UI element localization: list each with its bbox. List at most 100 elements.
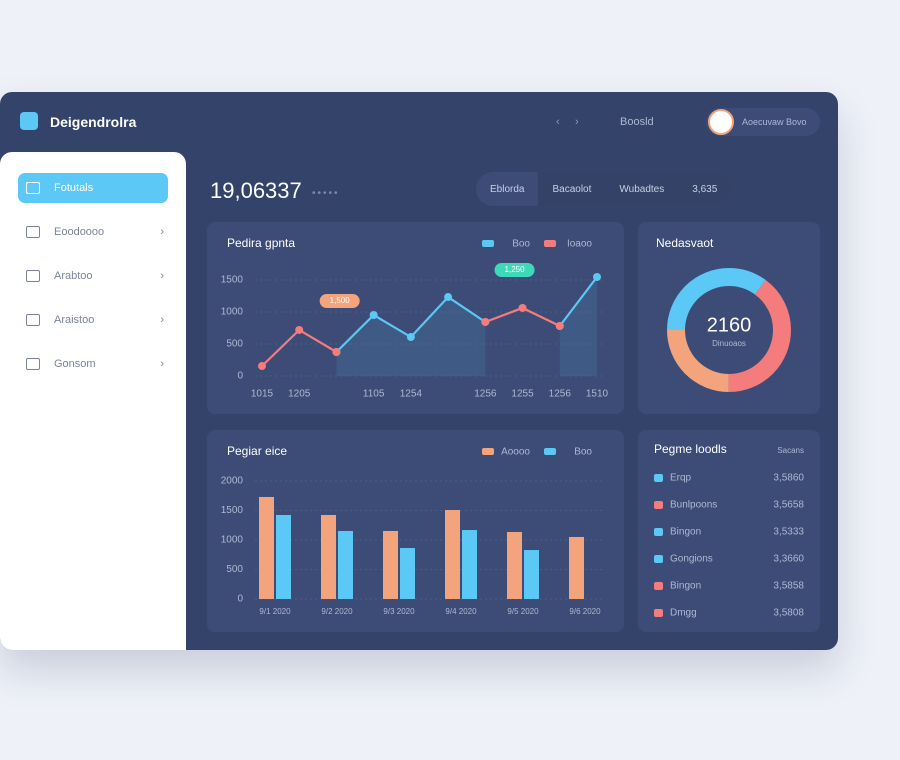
row-name: Dmgg <box>670 608 697 619</box>
bar <box>462 530 477 599</box>
y-tick-label: 1500 <box>221 275 244 286</box>
legend-swatch <box>482 448 494 455</box>
legend-swatch <box>482 240 494 247</box>
sidebar-label: Fotutals <box>54 182 94 194</box>
swatch <box>654 474 663 482</box>
sidebar-label: Eoodoooo <box>54 226 105 238</box>
y-tick-label: 0 <box>237 371 243 382</box>
dots: ••••• <box>312 188 340 199</box>
bar-card: Pegiar eice 0 500 1000 1500 2000 Boo Aoooo 9/1 2… <box>207 430 624 632</box>
bar <box>445 510 460 599</box>
row-value: 3,5333 <box>773 527 804 538</box>
x-tick-label: 9/2 2020 <box>321 607 353 616</box>
swatch <box>654 555 663 563</box>
swatch <box>654 528 663 536</box>
summary-value: 19,06337 <box>210 178 302 203</box>
bar <box>569 536 584 599</box>
x-tick-label: 9/4 2020 <box>445 607 477 616</box>
row-name: Bingon <box>670 527 701 538</box>
chevron: › <box>160 358 164 370</box>
bar <box>507 531 522 599</box>
chart-title: Pegiar eice <box>227 444 287 458</box>
point <box>481 317 490 326</box>
sidebar-icon <box>26 182 40 194</box>
donut-segment <box>667 268 791 392</box>
bar <box>524 550 539 599</box>
point <box>258 362 266 371</box>
donut-card: Nedasvaot 2160 Dinuoaos <box>638 222 820 414</box>
annotation-pill <box>319 294 360 308</box>
point <box>406 333 415 342</box>
list-card: Pegme loodls Sacans Erqp 3,5860 Bunlpoons 3,5… <box>638 430 820 632</box>
area <box>336 276 597 376</box>
y-tick-label: 0 <box>237 594 243 605</box>
y-tick-label: 500 <box>226 339 243 350</box>
sidebar-icon <box>26 226 40 238</box>
tab-group: Eblorda Bacaolot Wubadtes 3,635 <box>476 172 732 206</box>
x-tick-label: 1015 <box>251 389 274 400</box>
bar <box>259 496 274 599</box>
nav-link[interactable]: Boosld <box>620 116 654 128</box>
sidebar-item[interactable]: Fotutals <box>18 173 168 203</box>
y-tick-label: 1000 <box>221 535 244 546</box>
tab[interactable]: Bacaolot <box>538 172 606 206</box>
nav-arrows[interactable]: ‹ › <box>556 116 579 128</box>
point <box>444 293 453 302</box>
annotation-pill <box>494 263 535 277</box>
list-link[interactable]: Sacans <box>777 446 804 455</box>
chevron: › <box>160 226 164 238</box>
sidebar-item[interactable]: Araistoo › <box>18 305 168 335</box>
legend-label: Boo <box>574 447 592 458</box>
y-tick-label: 1500 <box>221 505 244 516</box>
row-name: Erqp <box>670 473 692 484</box>
x-tick-label: 1510 <box>586 389 609 400</box>
tab[interactable]: Eblorda <box>490 183 525 195</box>
x-tick-label: 9/5 2020 <box>507 607 539 616</box>
row-value: 3,5858 <box>773 581 804 592</box>
legend-label: Boo <box>512 239 530 250</box>
donut-value: 2160 <box>707 314 752 336</box>
row-name: Bunlpoons <box>670 500 717 511</box>
bar <box>321 514 336 599</box>
swatch <box>654 582 663 590</box>
sidebar-icon <box>26 270 40 282</box>
row-name: Gongions <box>670 554 713 565</box>
sidebar-label: Gonsom <box>54 358 96 370</box>
chart-title: Nedasvaot <box>656 236 714 250</box>
sidebar-label: Arabtoo <box>54 270 93 282</box>
swatch <box>654 609 663 617</box>
chevron: › <box>160 314 164 326</box>
x-tick-label: 9/3 2020 <box>383 607 415 616</box>
row-name: Bingon <box>670 581 701 592</box>
swatch <box>654 501 663 509</box>
y-tick-label: 500 <box>226 564 243 575</box>
point <box>518 303 527 312</box>
sidebar-item[interactable]: Gonsom › <box>18 349 168 379</box>
point <box>332 348 341 356</box>
x-tick-label: 1205 <box>288 389 311 400</box>
avatar <box>708 109 734 135</box>
legend-swatch <box>544 240 556 247</box>
list: Pegme loodls Sacans Erqp 3,5860 Bunlpoons 3,5… <box>654 442 804 619</box>
tab[interactable]: 3,635 <box>678 172 732 206</box>
x-tick-label: 9/1 2020 <box>259 607 291 616</box>
legend-label: Ioaoo <box>567 239 592 250</box>
tab[interactable]: Wubadtes <box>605 172 679 206</box>
legend-label: Aoooo <box>501 447 530 458</box>
x-tick-label: 9/6 2020 <box>569 607 601 616</box>
sidebar-item[interactable]: Arabtoo › <box>18 261 168 291</box>
bar <box>383 530 398 599</box>
row-value: 3,5860 <box>773 473 804 484</box>
x-tick-label: 1256 <box>474 389 497 400</box>
point <box>369 311 378 320</box>
user-name: Aoecuvaw Bovo <box>742 117 807 127</box>
line-chart: Pedira gpnta 0 500 1000 1500 Ioaoo Boo 1015 1205… <box>221 236 609 400</box>
logo <box>20 112 38 130</box>
bar <box>338 530 353 599</box>
donut-chart: Nedasvaot 2160 Dinuoaos <box>656 236 791 392</box>
brand: Deigendrolra <box>50 114 137 130</box>
sidebar-item[interactable]: Eoodoooo › <box>18 217 168 247</box>
donut-segment <box>667 268 791 392</box>
annotation: 1,250 <box>505 265 526 274</box>
